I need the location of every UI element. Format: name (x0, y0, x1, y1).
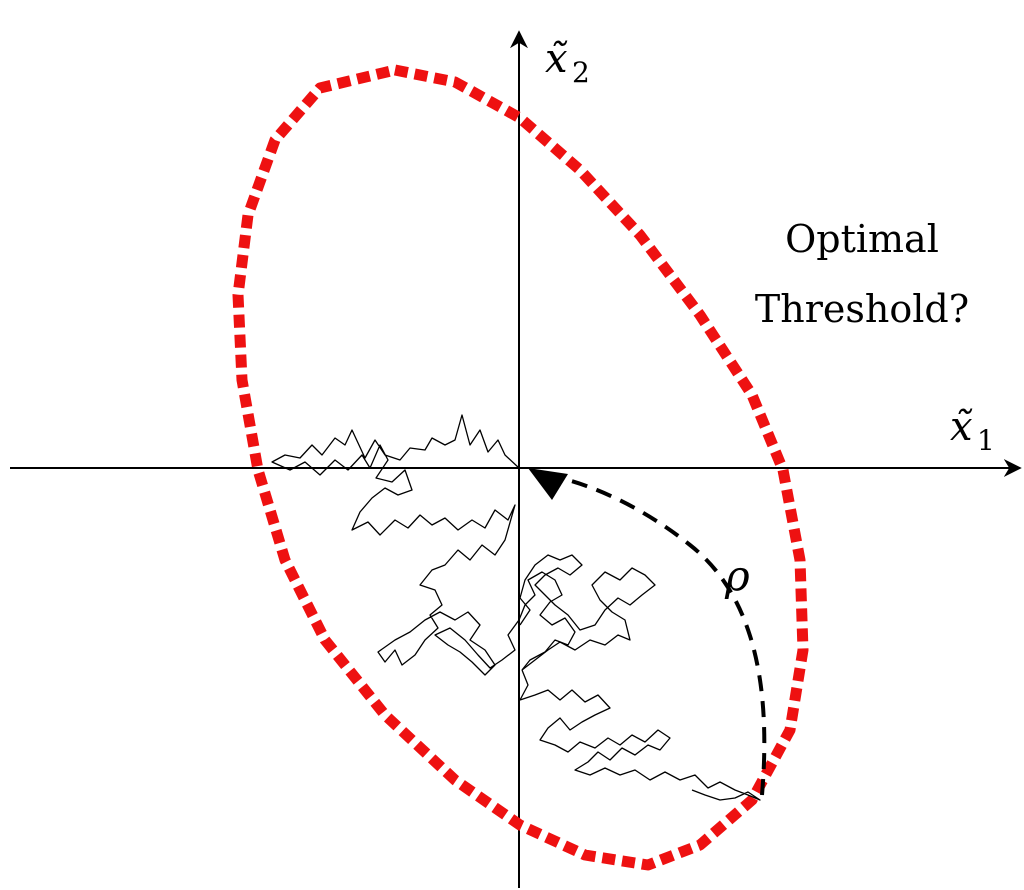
y-axis-label: x̃ (545, 36, 568, 82)
walk-segment-lower-right (519, 554, 656, 671)
rho-arrowhead (528, 468, 568, 500)
optimal-threshold-boundary (232, 64, 809, 871)
walk-segment-connector (519, 669, 529, 701)
rho-label: ρ (724, 551, 750, 600)
y-axis-subscript: 2 (572, 56, 590, 89)
rho-arc (559, 476, 767, 796)
x-axis-label: x̃ (950, 404, 973, 450)
random-walk-path (271, 414, 761, 801)
annotation-line-2: Threshold? (755, 287, 969, 331)
x-axis-subscript: 1 (977, 424, 995, 457)
annotation-line-1: Optimal (785, 217, 939, 261)
walk-segment-lower (519, 689, 761, 801)
walk-segment-upper-left (271, 414, 576, 676)
